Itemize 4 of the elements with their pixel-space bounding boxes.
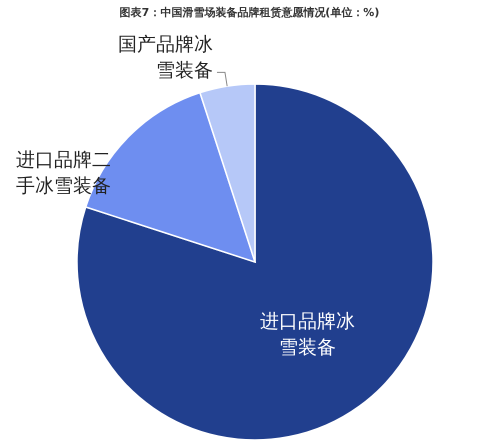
slice-label: 国产品牌冰雪装备 — [118, 33, 213, 82]
slice-label: 进口品牌冰雪装备 — [260, 310, 355, 359]
chart-title: 图表7：中国滑雪场装备品牌租赁意愿情况(单位：%) — [120, 6, 380, 19]
slice-label: 进口品牌二手冰雪装备 — [16, 149, 112, 198]
